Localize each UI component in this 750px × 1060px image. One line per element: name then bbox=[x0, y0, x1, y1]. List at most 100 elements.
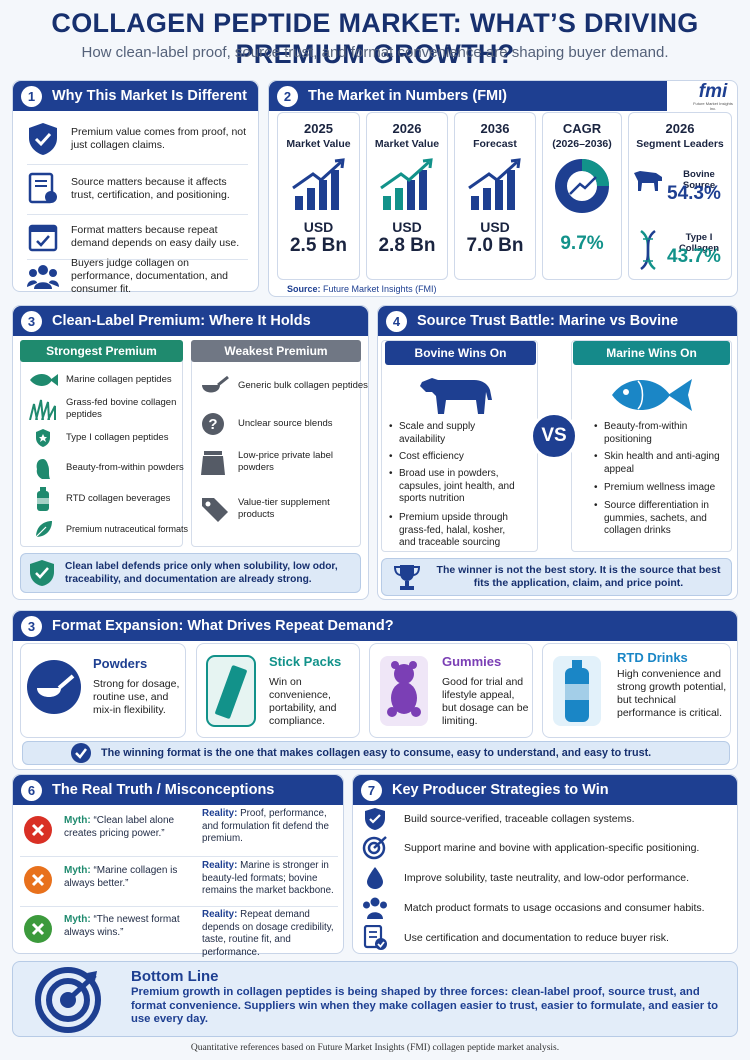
grass-icon bbox=[29, 399, 56, 420]
section-header: 2 The Market in Numbers (FMI) bbox=[269, 81, 667, 111]
list-item: Format matters because repeat demand dep… bbox=[27, 219, 250, 255]
format-card-gummies: Gummies Good for trial and lifestyle app… bbox=[369, 643, 533, 738]
stat-card-segment-leaders: 2026 Segment Leaders Bovine Source 54.3%… bbox=[628, 112, 732, 280]
section-title: Source Trust Battle: Marine vs Bovine bbox=[417, 313, 679, 329]
stat-card-2036: 2036 Forecast USD 7.0 Bn bbox=[454, 112, 536, 280]
footer-note: Quantitative references based on Future … bbox=[190, 1043, 560, 1053]
star-shield-icon bbox=[36, 429, 50, 447]
tag-icon bbox=[202, 498, 228, 522]
cow-icon bbox=[420, 378, 492, 414]
x-circle-icon bbox=[24, 866, 52, 894]
marine-point: Beauty-from-within positioning bbox=[594, 421, 724, 446]
trophy-icon bbox=[393, 565, 421, 590]
section-title: The Market in Numbers (FMI) bbox=[308, 88, 507, 104]
myth-row: Myth: “Clean label alone creates pricing… bbox=[20, 808, 338, 854]
target-icon bbox=[35, 967, 101, 1033]
strategy-item: Support marine and bovine with applicati… bbox=[362, 835, 699, 861]
section-header: 7 Key Producer Strategies to Win bbox=[353, 775, 737, 805]
list-item-text: Buyers judge collagen on performance, do… bbox=[71, 256, 229, 295]
format-card-stick-packs: Stick Packs Win on convenience, portabil… bbox=[196, 643, 360, 738]
bovine-point: Premium upside through grass-fed, halal,… bbox=[389, 512, 524, 550]
section-number: 4 bbox=[386, 310, 407, 332]
x-circle-icon bbox=[24, 816, 52, 844]
marine-point: Premium wellness image bbox=[594, 482, 724, 495]
bovine-point: Scale and supply availability bbox=[389, 421, 524, 446]
stick-pack-icon bbox=[206, 655, 256, 727]
stat-card-2025: 2025 Market Value USD 2.5 Bn bbox=[277, 112, 360, 280]
section-title: The Real Truth / Misconceptions bbox=[52, 782, 275, 798]
strong-item: RTD collagen beverages bbox=[28, 487, 170, 511]
section-header: 1 Why This Market Is Different bbox=[13, 81, 258, 111]
fish-icon bbox=[30, 374, 58, 386]
list-item: Source matters because it affects trust,… bbox=[27, 169, 250, 209]
check-circle-icon bbox=[71, 743, 91, 763]
strongest-premium-label: Strongest Premium bbox=[20, 340, 183, 362]
section-header: 3 Format Expansion: What Drives Repeat De… bbox=[13, 611, 737, 641]
droplet-icon bbox=[367, 867, 383, 889]
woman-profile-icon bbox=[36, 459, 50, 479]
fish-icon bbox=[612, 379, 692, 411]
certificate-icon bbox=[28, 172, 57, 204]
svg-text:?: ? bbox=[208, 416, 217, 433]
weak-item: Generic bulk collagen peptides bbox=[200, 374, 368, 398]
section-number: 3 bbox=[21, 615, 42, 637]
donut-chart-icon bbox=[555, 159, 609, 213]
weak-item: Low-price private label powders bbox=[200, 447, 355, 477]
shield-check-icon bbox=[29, 123, 57, 155]
vs-badge: VS bbox=[530, 412, 578, 460]
strategy-item: Match product formats to usage occasions… bbox=[362, 895, 705, 921]
bovine-point: Broad use in powders, capsules, joint he… bbox=[389, 468, 524, 506]
section-number: 1 bbox=[21, 85, 42, 107]
section-number: 3 bbox=[21, 310, 42, 332]
calendar-check-icon bbox=[28, 224, 58, 252]
section-title: Why This Market Is Different bbox=[52, 88, 247, 104]
weak-item: Value-tier supplement products bbox=[200, 494, 355, 524]
people-group-icon bbox=[363, 897, 387, 919]
bovine-wins-label: Bovine Wins On bbox=[385, 341, 536, 365]
strong-item: Type I collagen peptides bbox=[28, 429, 168, 447]
section-title: Key Producer Strategies to Win bbox=[392, 782, 609, 798]
pouch-icon bbox=[201, 451, 225, 475]
strong-item: Marine collagen peptides bbox=[28, 371, 172, 389]
section-misconceptions: 6 The Real Truth / Misconceptions bbox=[12, 774, 344, 954]
marine-wins-label: Marine Wins On bbox=[573, 341, 730, 365]
section-number: 2 bbox=[277, 85, 298, 107]
document-check-icon bbox=[363, 925, 387, 950]
list-item-text: Format matters because repeat demand dep… bbox=[71, 224, 240, 249]
drink-bottle-icon bbox=[553, 656, 601, 726]
list-item-text: Source matters because it affects trust,… bbox=[71, 176, 230, 201]
section-number: 7 bbox=[361, 779, 382, 801]
fmi-logo: fmi Future Market Insights Inc. bbox=[693, 81, 733, 111]
marine-point: Source differentiation in gummies, sache… bbox=[594, 500, 724, 538]
growth-chart-icon bbox=[380, 158, 433, 210]
stat-card-cagr: CAGR (2026–2036) 9.7% bbox=[542, 112, 622, 280]
strong-item: Beauty-from-within powders bbox=[28, 457, 184, 479]
format-note: The winning format is the one that makes… bbox=[22, 741, 730, 765]
shield-check-icon bbox=[365, 808, 385, 830]
list-item: Buyers judge collagen on performance, do… bbox=[27, 257, 250, 295]
section-title: Clean-Label Premium: Where It Holds bbox=[52, 313, 311, 329]
section-header: 3 Clean-Label Premium: Where It Holds bbox=[13, 306, 368, 336]
section-why-different: 1 Why This Market Is Different Premium va… bbox=[12, 80, 259, 295]
marine-point: Skin health and anti-aging appeal bbox=[594, 451, 724, 476]
growth-chart-icon bbox=[468, 158, 521, 210]
page-subtitle: How clean-label proof, source trust, and… bbox=[81, 44, 669, 61]
clean-label-note: Clean label defends price only when solu… bbox=[20, 553, 361, 593]
people-group-icon bbox=[27, 265, 59, 289]
strong-item: Premium nutraceutical formats bbox=[28, 520, 188, 538]
bottom-line: Bottom Line Premium growth in collagen p… bbox=[12, 961, 738, 1037]
weak-item: ? Unclear source blends bbox=[200, 412, 333, 436]
source-trust-note: The winner is not the best story. It is … bbox=[381, 558, 732, 596]
strategy-item: Improve solubility, taste neutrality, an… bbox=[362, 865, 689, 891]
stat-card-2026: 2026 Market Value USD 2.8 Bn bbox=[366, 112, 448, 280]
section-title: Format Expansion: What Drives Repeat Dem… bbox=[52, 618, 394, 634]
section-header: 4 Source Trust Battle: Marine vs Bovine bbox=[378, 306, 737, 336]
x-circle-icon bbox=[24, 915, 52, 943]
weakest-premium-label: Weakest Premium bbox=[191, 340, 361, 362]
leaf-icon bbox=[35, 521, 52, 538]
section-producer-strategies: 7 Key Producer Strategies to Win bbox=[352, 774, 738, 954]
bovine-point: Cost efficiency bbox=[389, 451, 524, 464]
gummy-bear-icon bbox=[380, 656, 428, 726]
strategy-item: Use certification and documentation to r… bbox=[362, 925, 669, 951]
list-item: Premium value comes from proof, not just… bbox=[27, 119, 250, 159]
